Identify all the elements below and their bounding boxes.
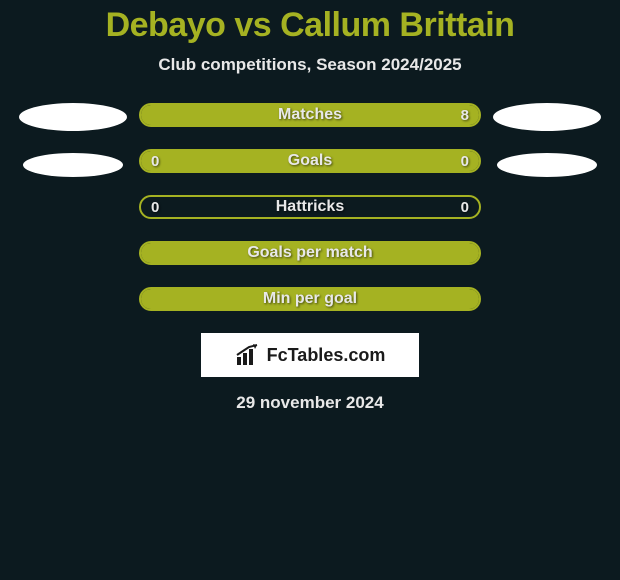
bar-label: Hattricks: [276, 198, 344, 216]
stat-bar-goals: 0 Goals 0: [139, 149, 481, 173]
bar-value-right: 8: [461, 107, 469, 124]
bar-label: Goals: [288, 152, 332, 170]
stat-bar-matches: Matches 8: [139, 103, 481, 127]
avatar-placeholder: [19, 103, 127, 131]
bar-label: Matches: [278, 106, 342, 124]
player-left-col: [17, 103, 129, 311]
avatar-placeholder: [493, 103, 601, 131]
player-right-col: [491, 103, 603, 311]
comparison-card: Debayo vs Callum Brittain Club competiti…: [0, 0, 620, 413]
page-subtitle: Club competitions, Season 2024/2025: [0, 55, 620, 75]
page-title: Debayo vs Callum Brittain: [0, 6, 620, 45]
stat-bar-min-per-goal: Min per goal: [139, 287, 481, 311]
bar-value-right: 0: [461, 199, 469, 216]
bar-label: Min per goal: [263, 290, 357, 308]
brand-text: FcTables.com: [267, 345, 386, 366]
stats-area: Matches 8 0 Goals 0 0 Hattricks 0 Goals …: [0, 103, 620, 311]
stat-bar-goals-per-match: Goals per match: [139, 241, 481, 265]
date-label: 29 november 2024: [0, 393, 620, 413]
bar-value-left: 0: [151, 199, 159, 216]
avatar-placeholder: [497, 153, 597, 177]
chart-icon: [235, 343, 261, 367]
stat-bar-hattricks: 0 Hattricks 0: [139, 195, 481, 219]
bar-label: Goals per match: [247, 244, 372, 262]
avatar-placeholder: [23, 153, 123, 177]
brand-logo: FcTables.com: [201, 333, 419, 377]
bar-value-right: 0: [461, 153, 469, 170]
bar-value-left: 0: [151, 153, 159, 170]
stat-bars: Matches 8 0 Goals 0 0 Hattricks 0 Goals …: [139, 103, 481, 311]
